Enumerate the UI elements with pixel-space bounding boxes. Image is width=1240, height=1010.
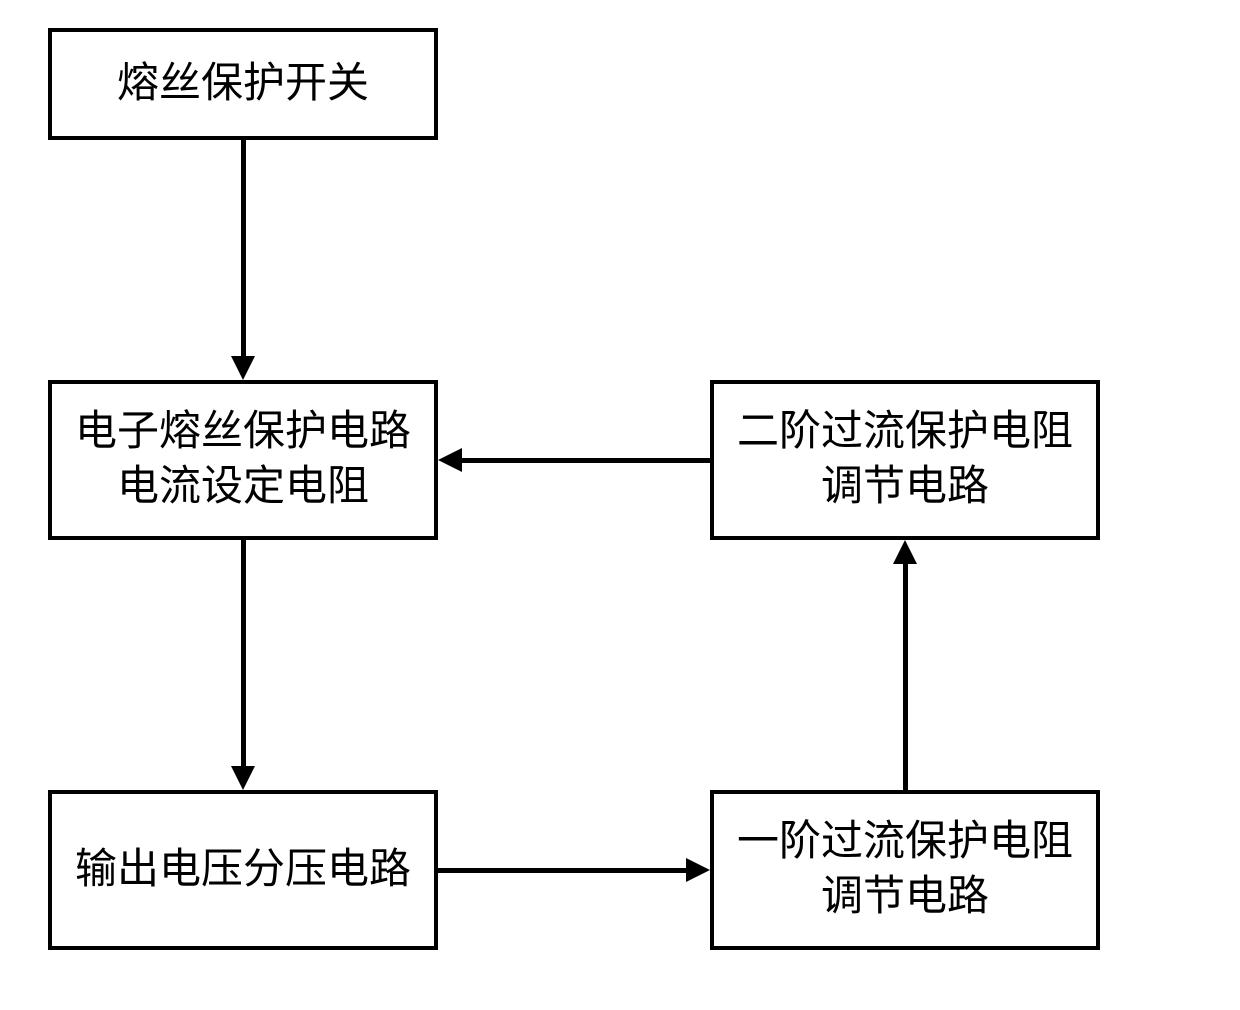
flowchart-node-first-order: 一阶过流保护电阻调节电路 <box>710 790 1100 950</box>
arrow-line <box>438 868 686 873</box>
arrow-line <box>241 540 246 768</box>
arrow-head-icon <box>893 540 917 564</box>
arrow-line <box>241 140 246 358</box>
node-label: 二阶过流保护电阻调节电路 <box>724 405 1086 514</box>
node-label: 一阶过流保护电阻调节电路 <box>724 815 1086 924</box>
node-label: 熔丝保护开关 <box>117 57 369 112</box>
arrow-head-icon <box>438 448 462 472</box>
flowchart-node-second-order: 二阶过流保护电阻调节电路 <box>710 380 1100 540</box>
arrow-head-icon <box>231 356 255 380</box>
arrow-head-icon <box>686 858 710 882</box>
flowchart-node-current-resistor: 电子熔丝保护电路电流设定电阻 <box>48 380 438 540</box>
arrow-line <box>903 562 908 790</box>
arrow-line <box>462 458 710 463</box>
node-label: 电子熔丝保护电路电流设定电阻 <box>62 405 424 514</box>
node-label: 输出电压分压电路 <box>75 843 411 898</box>
flowchart-node-voltage-divider: 输出电压分压电路 <box>48 790 438 950</box>
flowchart-node-fuse-switch: 熔丝保护开关 <box>48 28 438 140</box>
arrow-head-icon <box>231 766 255 790</box>
